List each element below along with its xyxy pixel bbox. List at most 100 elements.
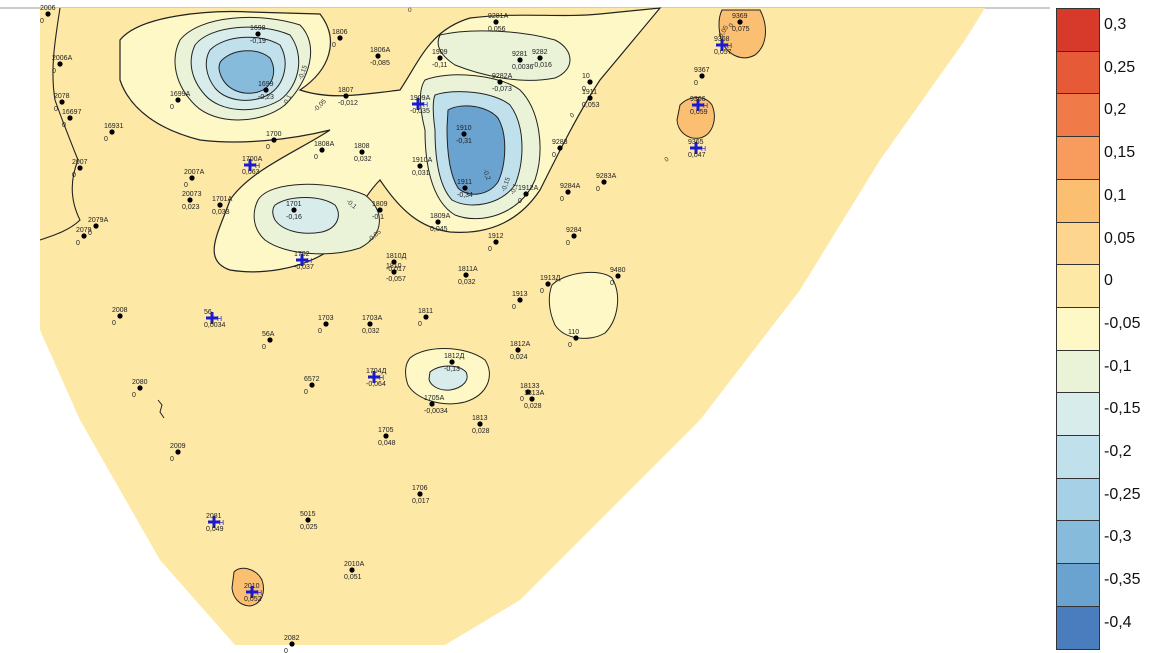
well-value: 0 (304, 389, 308, 396)
contour-label: -0,1 (509, 182, 520, 195)
well-value: -0,16 (286, 214, 302, 221)
well-marker: 2009 0 (170, 443, 186, 463)
injection-well-icon (692, 99, 704, 111)
well-marker: 1807 -0,012 (338, 87, 358, 107)
well-name: 1810Д (386, 253, 407, 260)
well-dot-icon (537, 55, 543, 61)
well-value: 0 (262, 344, 266, 351)
well-value: 0,028 (524, 403, 542, 410)
well-name: 1912A (518, 185, 539, 192)
well-dot-icon (493, 239, 499, 245)
well-value: 0,033 (212, 209, 230, 216)
well-name: 1701 (286, 201, 302, 208)
well-value: 0 (518, 198, 522, 205)
well-marker: 1910 -0,31 (456, 125, 472, 145)
well-dot-icon (391, 259, 397, 265)
well-value: 0,048 (378, 440, 396, 447)
well-marker: 1703A 0,032 (362, 315, 383, 335)
well-dot-icon (545, 281, 551, 287)
well-name: 18133 (520, 383, 540, 390)
well-marker: 2080 0 (132, 379, 148, 399)
edge-contour (39, 7, 81, 241)
well-dot-icon (587, 79, 593, 85)
well-name: 1806 (332, 29, 348, 36)
well-name: 2008 (112, 307, 128, 314)
injection-well-icon (412, 98, 424, 110)
well-dot-icon (391, 269, 397, 275)
well-value: 0 (112, 320, 116, 327)
legend-label: -0,4 (1104, 613, 1132, 631)
well-dot-icon (349, 567, 355, 573)
well-marker: 9367 0 (694, 67, 710, 87)
well-value: 0,059 (690, 109, 708, 116)
injection-well-icon (690, 142, 702, 154)
well-name: 1909 (432, 49, 448, 56)
injection-well-icon (206, 312, 218, 324)
well-value: 0 (318, 328, 322, 335)
injection-well-icon (716, 39, 728, 51)
well-name: 1808 (354, 143, 370, 150)
well-marker: 9281A 0,056 (488, 13, 509, 33)
well-name: 1700 (266, 131, 282, 138)
well-dot-icon (557, 145, 563, 151)
well-value: -0,016 (532, 62, 552, 69)
well-marker: 1812A 0,024 (510, 341, 531, 361)
well-marker: 9281 0,0036 (512, 51, 534, 71)
well-name: 10 (582, 73, 590, 80)
well-value: -0,1 (372, 214, 384, 221)
well-value: 0 (314, 154, 318, 161)
legend-swatch (1056, 264, 1100, 308)
well-value: 0 (582, 86, 586, 93)
well-dot-icon (57, 61, 63, 67)
well-name: 20073 (182, 191, 202, 198)
well-value: 0 (54, 106, 58, 113)
well-marker: 110 0 (568, 329, 579, 349)
well-name: 1810 (386, 263, 402, 270)
well-marker: 1810Д -0,017 (386, 253, 407, 273)
well-name: 9284A (560, 183, 581, 190)
well-marker: 1699 -0,23 (258, 81, 274, 101)
well-dot-icon (359, 149, 365, 155)
well-value: 0,028 (472, 428, 490, 435)
well-marker: 1706 0,017 (412, 485, 430, 505)
well-dot-icon (587, 95, 593, 101)
well-dot-icon (477, 421, 483, 427)
well-name: 1699 (258, 81, 274, 88)
well-marker: 20073 0,023 (182, 191, 202, 211)
well-name: 1705A (424, 395, 445, 402)
well-type-letter: H (219, 520, 224, 527)
well-value: 0 (170, 104, 174, 111)
well-dot-icon (699, 73, 705, 79)
zone-neg005-c (548, 271, 619, 339)
well-value: -0,073 (492, 86, 512, 93)
contour-map: 0 -0,1 -0,15 -0,05 -0,1 -0,05 -0,2 -0,15… (0, 5, 1050, 653)
zone-pos005-c (231, 567, 264, 607)
legend-swatch (1056, 178, 1100, 223)
well-marker: 1813A 0,028 (524, 390, 545, 410)
well-name: 1702 (294, 251, 310, 258)
zone-neg01-e (428, 365, 468, 391)
well-name: 1913Д (540, 275, 561, 282)
legend-label: -0,1 (1104, 357, 1132, 375)
well-name: 110 (568, 329, 579, 336)
well-dot-icon (217, 202, 223, 208)
well-name: 2079A (88, 217, 109, 224)
well-name: 1809A (430, 213, 451, 220)
legend-swatch (1056, 477, 1100, 522)
well-marker: 2006A 0 (52, 55, 73, 75)
well-dot-icon (263, 87, 269, 93)
well-value: -0,012 (338, 100, 358, 107)
legend-label: 0,05 (1104, 229, 1136, 247)
well-marker: 9480 0 (610, 267, 626, 287)
legend-swatch (1056, 8, 1100, 52)
contour-label: -0,15 (297, 64, 309, 81)
well-marker: 16931 0 (104, 123, 124, 143)
legend-swatch (1056, 392, 1100, 436)
well-value: 0,032 (354, 156, 372, 163)
well-marker: 9284A 0 (560, 183, 581, 203)
legend-swatch (1056, 93, 1100, 138)
well-marker: 1913 0 (512, 291, 528, 311)
well-marker: 9283 0 (552, 139, 568, 159)
